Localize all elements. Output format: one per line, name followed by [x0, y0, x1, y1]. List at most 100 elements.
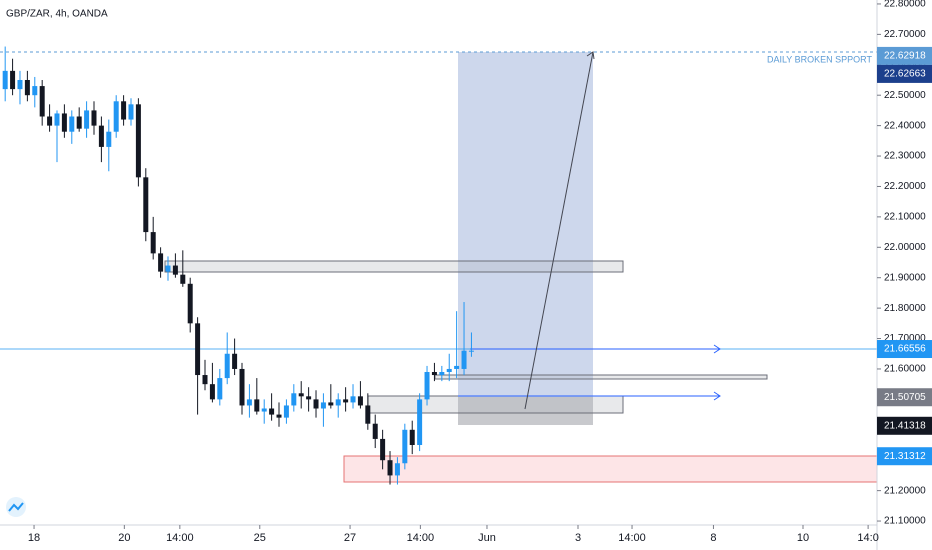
- price-tag: [877, 447, 932, 466]
- candle-body: [187, 283, 193, 324]
- candle-body: [24, 79, 30, 96]
- y-tick-label: 21.60000: [884, 364, 926, 375]
- candle-body: [246, 399, 252, 406]
- candle-body: [283, 405, 289, 418]
- x-tick-label: 14:0: [857, 532, 878, 544]
- candle-body: [2, 70, 8, 90]
- y-tick-label: 22.30000: [884, 151, 926, 162]
- candle-body: [454, 365, 460, 369]
- candle-body: [61, 113, 67, 132]
- stop-zone: [458, 397, 593, 425]
- x-tick-label: Jun: [478, 532, 496, 544]
- y-tick-label: 22.10000: [884, 212, 926, 223]
- candle-body: [365, 405, 371, 424]
- y-tick-label: 21.10000: [884, 516, 926, 527]
- price-tag-label: 21.66556: [884, 344, 926, 355]
- price-tag-label: 22.62918: [884, 51, 926, 62]
- price-tag: [877, 340, 932, 359]
- candle-body: [431, 372, 437, 376]
- candle-body: [380, 438, 386, 461]
- candle-body: [402, 429, 408, 464]
- candle-body: [69, 116, 75, 132]
- x-tick-label: 10: [797, 532, 809, 544]
- projection-arrow: [524, 51, 594, 410]
- candle-body: [113, 101, 119, 132]
- candle-body: [372, 423, 378, 439]
- candle-body: [128, 104, 134, 120]
- candle-body: [276, 414, 282, 418]
- price-tag-label: 21.41318: [884, 420, 926, 431]
- x-tick-label: 14:00: [407, 532, 435, 544]
- candle-body: [291, 393, 297, 406]
- price-tag: [877, 64, 932, 83]
- candle-body: [98, 125, 104, 147]
- candle-body: [143, 177, 149, 233]
- candle-body: [239, 368, 245, 406]
- price-tag-label: 21.50705: [884, 392, 926, 403]
- price-tag: [877, 388, 932, 407]
- chart-title: GBP/ZAR, 4h, OANDA: [6, 9, 108, 20]
- candle-body: [446, 368, 452, 373]
- logo: [6, 497, 26, 517]
- candle-body: [84, 110, 90, 129]
- candle-body: [424, 372, 430, 400]
- candle-body: [313, 399, 319, 409]
- y-tick-label: 22.80000: [884, 0, 926, 10]
- annotation: DAILY BROKEN SPPORT: [767, 54, 873, 64]
- candle-body: [217, 378, 223, 400]
- candles: [2, 46, 474, 485]
- candle-body: [54, 113, 60, 126]
- y-tick-label: 22.70000: [884, 29, 926, 40]
- candle-body: [39, 86, 45, 117]
- x-tick-label: 14:00: [166, 532, 194, 544]
- y-tick-label: 22.20000: [884, 181, 926, 192]
- y-tick-label: 22.40000: [884, 120, 926, 131]
- candle-body: [209, 384, 215, 400]
- candle-body: [261, 408, 267, 412]
- arrow-head: [713, 391, 721, 401]
- candle-body: [47, 116, 53, 126]
- candle-body: [350, 396, 356, 403]
- candle-body: [180, 274, 186, 284]
- x-tick-label: 25: [254, 532, 266, 544]
- price-tag: [877, 416, 932, 435]
- candle-body: [343, 399, 349, 403]
- candle-body: [10, 70, 16, 90]
- candle-body: [195, 323, 201, 376]
- y-tick-label: 21.90000: [884, 272, 926, 283]
- y-tick-label: 21.70000: [884, 333, 926, 344]
- demand-zone: [343, 455, 878, 483]
- candle-body: [461, 350, 467, 369]
- candle-body: [32, 86, 38, 96]
- x-tick-label: 18: [28, 532, 40, 544]
- candle-body: [202, 375, 208, 385]
- candle-body: [172, 265, 178, 275]
- candle-body: [298, 393, 304, 397]
- price-tag-label: 22.62663: [884, 69, 926, 80]
- candle-body: [158, 253, 164, 272]
- candle-body: [387, 460, 393, 476]
- x-tick-label: 20: [118, 532, 130, 544]
- zone: [164, 260, 624, 273]
- y-tick-label: 21.80000: [884, 303, 926, 314]
- candle-body: [328, 402, 334, 406]
- candle-body: [150, 232, 156, 254]
- candle-body: [409, 429, 415, 446]
- target-zone: [458, 52, 593, 397]
- candle-body: [76, 116, 82, 129]
- zone: [367, 395, 624, 414]
- price-tag: [877, 46, 932, 65]
- candle-body: [91, 110, 97, 126]
- arrow-head: [586, 51, 595, 60]
- y-tick-label: 22.00000: [884, 242, 926, 253]
- price-tag-label: 21.31312: [884, 451, 926, 462]
- candle-body: [17, 79, 23, 90]
- candle-body: [254, 399, 260, 412]
- y-tick-label: 22.50000: [884, 90, 926, 101]
- candle-body: [394, 463, 400, 476]
- candle-body: [468, 350, 474, 352]
- candle-body: [306, 396, 312, 400]
- candle-body: [417, 399, 423, 446]
- x-tick-label: 14:00: [618, 532, 646, 544]
